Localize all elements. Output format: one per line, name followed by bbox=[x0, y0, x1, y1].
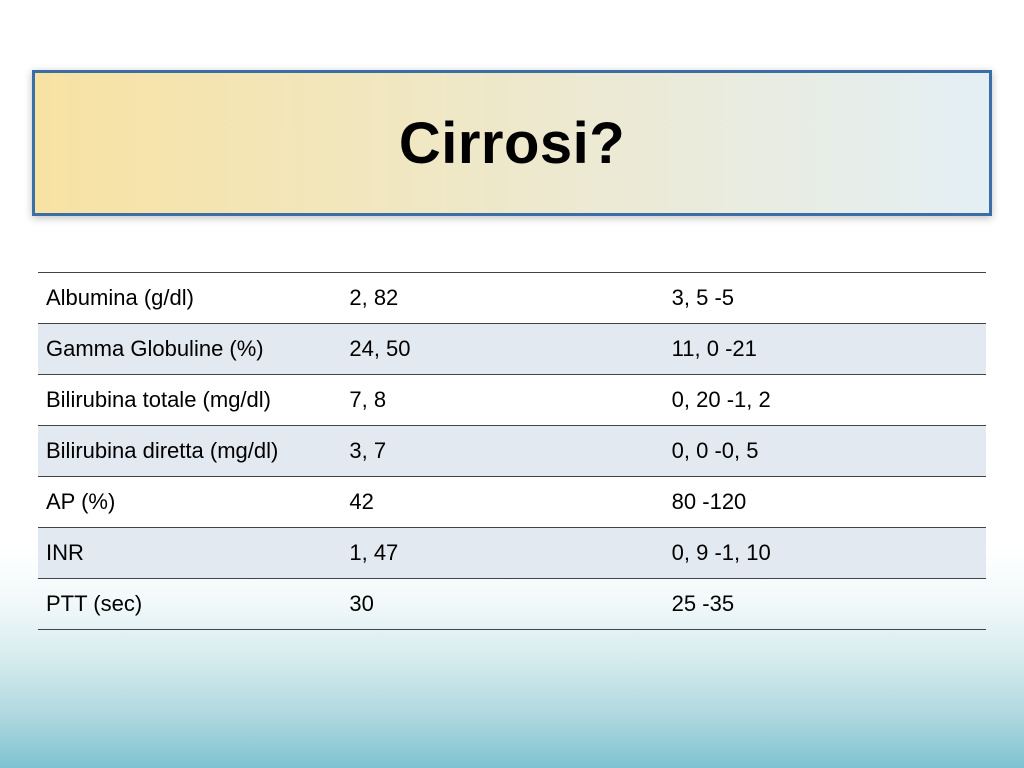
range-cell: 0, 20 -1, 2 bbox=[664, 375, 986, 426]
param-cell: INR bbox=[38, 528, 341, 579]
range-cell: 80 -120 bbox=[664, 477, 986, 528]
param-cell: AP (%) bbox=[38, 477, 341, 528]
value-cell: 24, 50 bbox=[341, 324, 663, 375]
table-row: Albumina (g/dl)2, 823, 5 -5 bbox=[38, 273, 986, 324]
param-cell: Bilirubina diretta (mg/dl) bbox=[38, 426, 341, 477]
value-cell: 2, 82 bbox=[341, 273, 663, 324]
table-row: Gamma Globuline (%)24, 5011, 0 -21 bbox=[38, 324, 986, 375]
table-row: Bilirubina totale (mg/dl)7, 80, 20 -1, 2 bbox=[38, 375, 986, 426]
title-box: Cirrosi? bbox=[32, 70, 992, 216]
range-cell: 11, 0 -21 bbox=[664, 324, 986, 375]
range-cell: 0, 9 -1, 10 bbox=[664, 528, 986, 579]
table-row: PTT (sec)3025 -35 bbox=[38, 579, 986, 630]
table-row: INR1, 470, 9 -1, 10 bbox=[38, 528, 986, 579]
table-row: Bilirubina diretta (mg/dl)3, 70, 0 -0, 5 bbox=[38, 426, 986, 477]
param-cell: Albumina (g/dl) bbox=[38, 273, 341, 324]
param-cell: PTT (sec) bbox=[38, 579, 341, 630]
value-cell: 7, 8 bbox=[341, 375, 663, 426]
slide: Cirrosi? Albumina (g/dl)2, 823, 5 -5Gamm… bbox=[0, 0, 1024, 768]
value-cell: 1, 47 bbox=[341, 528, 663, 579]
param-cell: Bilirubina totale (mg/dl) bbox=[38, 375, 341, 426]
value-cell: 3, 7 bbox=[341, 426, 663, 477]
value-cell: 30 bbox=[341, 579, 663, 630]
lab-values-table: Albumina (g/dl)2, 823, 5 -5Gamma Globuli… bbox=[38, 272, 986, 630]
table-body: Albumina (g/dl)2, 823, 5 -5Gamma Globuli… bbox=[38, 273, 986, 630]
table-row: AP (%)4280 -120 bbox=[38, 477, 986, 528]
slide-title: Cirrosi? bbox=[399, 110, 625, 177]
value-cell: 42 bbox=[341, 477, 663, 528]
range-cell: 25 -35 bbox=[664, 579, 986, 630]
range-cell: 0, 0 -0, 5 bbox=[664, 426, 986, 477]
range-cell: 3, 5 -5 bbox=[664, 273, 986, 324]
param-cell: Gamma Globuline (%) bbox=[38, 324, 341, 375]
